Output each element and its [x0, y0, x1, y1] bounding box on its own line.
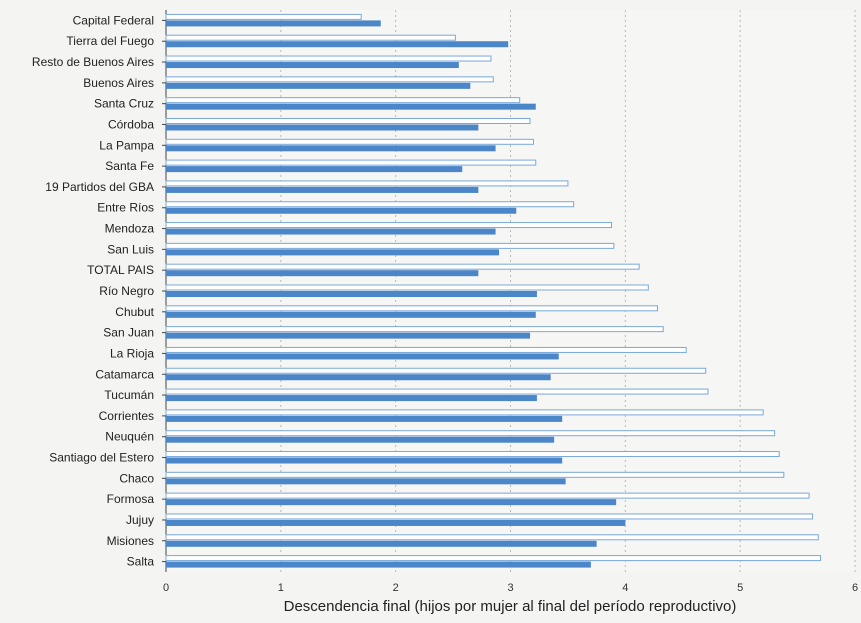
bar-filled: [166, 186, 479, 193]
bar-filled: [166, 353, 559, 360]
bar-filled: [166, 249, 500, 256]
bar-filled: [166, 415, 563, 422]
x-tick-label: 1: [278, 582, 284, 594]
category-label: Misiones: [107, 534, 154, 548]
bar-outline: [165, 451, 780, 458]
x-tick-label: 4: [622, 582, 628, 594]
category-label: Córdoba: [108, 117, 154, 131]
bar-outline: [165, 555, 822, 562]
bar-filled: [166, 395, 537, 402]
bar-filled: [166, 124, 479, 131]
bar-filled: [166, 41, 509, 48]
category-label: Santiago del Estero: [49, 451, 154, 465]
bar-filled: [166, 457, 563, 464]
bar-outline: [165, 117, 531, 124]
category-label: Río Negro: [99, 284, 154, 298]
bar-outline: [165, 222, 613, 229]
bar-outline: [165, 430, 776, 437]
bar-outline: [165, 138, 534, 145]
category-label: Resto de Buenos Aires: [32, 55, 154, 69]
x-axis-title: Descendencia final (hijos por mujer al f…: [284, 598, 737, 615]
category-label: Tierra del Fuego: [66, 34, 154, 48]
bar-outline: [165, 159, 537, 166]
bar-filled: [166, 561, 591, 568]
bar-outline: [165, 326, 664, 333]
bar-filled: [166, 62, 459, 69]
category-label: Buenos Aires: [83, 76, 154, 90]
category-label: Catamarca: [95, 367, 154, 381]
bar-outline: [165, 346, 687, 353]
category-label: TOTAL PAIS: [87, 263, 154, 277]
bar-outline: [165, 471, 785, 478]
bar-filled: [166, 145, 496, 152]
bar-filled: [166, 291, 537, 297]
bar-outline: [165, 13, 362, 20]
bar-filled: [166, 270, 479, 277]
category-label: 19 Partidos del GBA: [45, 180, 154, 194]
category-label: Jujuy: [126, 513, 154, 527]
bar-filled: [166, 311, 536, 318]
x-tick-label: 6: [852, 582, 858, 594]
bar-filled: [166, 374, 551, 381]
bar-outline: [165, 388, 709, 395]
bar-filled: [166, 228, 496, 235]
category-label: Mendoza: [105, 222, 155, 236]
bar-filled: [166, 20, 381, 27]
bar-outline: [165, 513, 814, 520]
bar-outline: [165, 242, 615, 249]
bar-outline: [165, 97, 521, 104]
bar-outline: [165, 367, 707, 374]
bar-filled: [166, 82, 471, 89]
bar-filled: [166, 103, 536, 110]
category-label: Chaco: [119, 471, 154, 485]
bar-outline: [165, 76, 494, 83]
bar-outline: [165, 305, 658, 312]
bar-outline: [165, 492, 810, 499]
category-label: Capital Federal: [73, 13, 154, 27]
bar-outline: [165, 263, 640, 270]
bar-filled: [166, 166, 463, 173]
category-label: Corrientes: [99, 409, 154, 423]
category-label: Formosa: [107, 492, 155, 506]
bar-filled: [166, 207, 517, 214]
x-tick-label: 3: [507, 582, 513, 594]
category-label: San Juan: [103, 326, 154, 340]
bar-outline: [165, 201, 575, 208]
bar-outline: [165, 55, 492, 62]
bar-filled: [166, 519, 626, 526]
category-label: Santa Cruz: [94, 97, 154, 111]
bar-outline: [165, 180, 569, 187]
category-label: Neuquén: [105, 430, 154, 444]
category-label: Entre Ríos: [97, 201, 154, 215]
category-label: La Pampa: [99, 138, 154, 152]
category-label: San Luis: [107, 242, 154, 256]
bar-outline: [165, 409, 764, 416]
x-tick-label: 0: [163, 582, 169, 594]
category-label: Salta: [127, 555, 155, 569]
category-label: La Rioja: [110, 346, 154, 360]
bar-filled: [166, 499, 617, 506]
bar-outline: [165, 534, 819, 541]
category-label: Tucumán: [104, 388, 154, 402]
bar-filled: [166, 332, 531, 339]
category-label: Santa Fe: [105, 159, 154, 173]
x-tick-label: 5: [737, 582, 743, 594]
x-tick-label: 2: [393, 582, 399, 594]
bar-outline: [165, 34, 456, 41]
bar-filled: [166, 478, 566, 485]
bar-filled: [166, 436, 555, 443]
bar-outline: [165, 284, 649, 291]
bar-filled: [166, 540, 597, 547]
category-label: Chubut: [115, 305, 154, 319]
